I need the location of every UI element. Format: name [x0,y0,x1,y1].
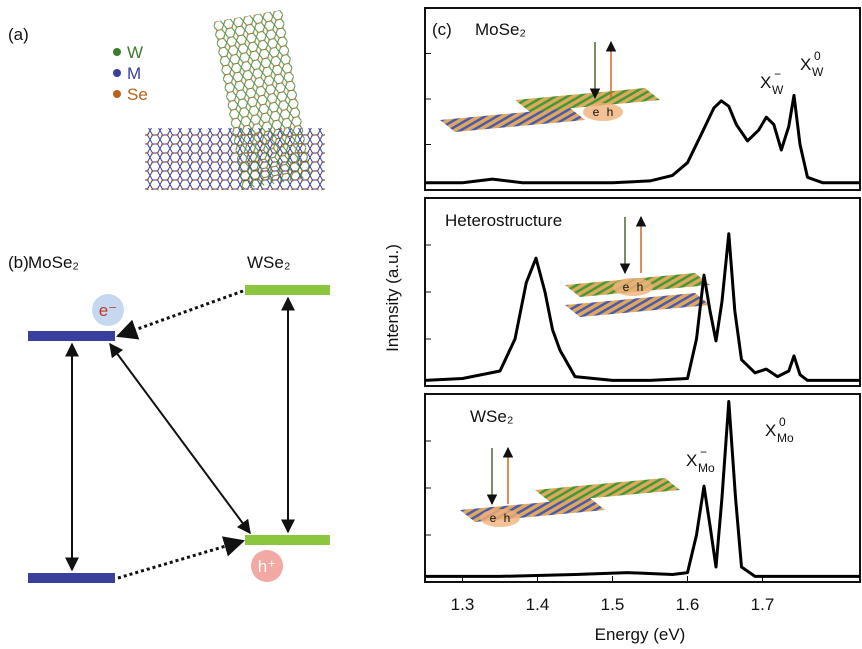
electron-circle [92,294,124,326]
material-label: WSe₂ [247,253,290,272]
legend-marker [113,69,121,77]
hole-label: h⁺ [258,557,276,576]
inset-hole: h [637,280,644,294]
inset-electron: e [593,105,600,119]
annotation-sup: 0 [814,49,821,63]
inset-layer [565,293,710,317]
annotation-sub: W [812,65,824,79]
inset-layer [440,108,585,132]
exciton [583,103,623,121]
x-tick-label: 1.5 [601,595,625,614]
inset-layer [515,88,660,112]
band [245,285,330,295]
x-tick-label: 1.7 [751,595,775,614]
exciton [480,509,520,527]
x-tick-label: 1.4 [526,595,550,614]
annotation-sub: W [772,83,784,97]
panel-label: (c) [432,20,452,39]
x-tick-label: 1.6 [676,595,700,614]
spectrum [425,93,860,185]
band [245,535,330,545]
x-tick-label: 1.3 [451,595,475,614]
inset-hole: h [607,105,614,119]
legend-marker [113,48,121,56]
inset-hole: h [504,511,511,525]
arrows [65,289,295,580]
hole-circle [251,550,283,582]
annotation-sub: Mo [777,431,794,445]
material-label: MoSe₂ [28,253,79,272]
exciton [613,278,653,296]
band [28,573,115,583]
lattice-wse2 [213,9,312,190]
annotation-base: X [760,73,771,92]
electron-label: e⁻ [99,301,117,320]
legend-label: Se [127,85,148,104]
annotation-sup: 0 [779,415,786,429]
spectrum [425,400,860,578]
annotation-sup: − [774,67,781,81]
legend-label: W [127,43,143,62]
panel-label: (b) [8,253,29,272]
annotation-sup: − [700,445,707,459]
inset-electron: e [623,280,630,294]
x-axis-label: Energy (eV) [595,625,686,644]
y-axis-label: Intensity (a.u.) [383,244,402,352]
annotation-sub: Mo [698,461,715,475]
band [28,331,115,341]
subplot-title: MoSe₂ [475,20,526,39]
inset-electron: e [490,511,497,525]
subplot-title: WSe₂ [470,407,513,426]
annotation-base: X [765,421,776,440]
legend-marker [113,90,121,98]
panel-label: (a) [8,25,29,44]
annotation-base: X [800,55,811,74]
inset-layer [535,478,680,502]
spectrum [424,232,860,382]
legend-label: M [127,64,141,83]
subplot-title: Heterostructure [445,211,562,230]
annotation-base: X [686,451,697,470]
